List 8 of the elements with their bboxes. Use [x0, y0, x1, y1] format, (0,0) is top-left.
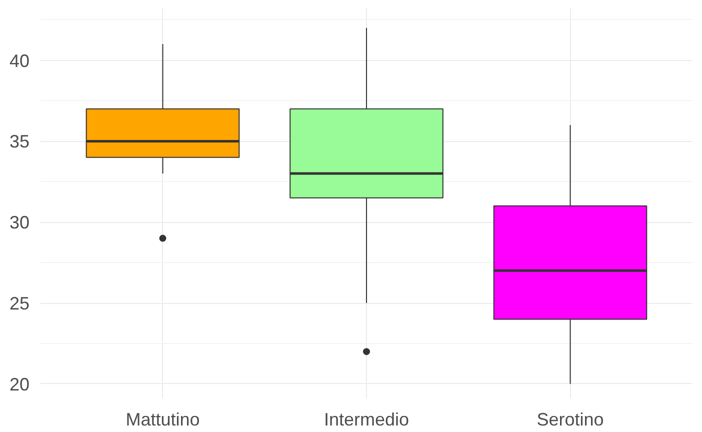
y-tick-label: 40: [9, 50, 30, 71]
y-tick-label: 35: [9, 132, 30, 152]
y-tick-label: 25: [9, 294, 30, 314]
x-tick-label: Intermedio: [324, 410, 410, 430]
y-tick-label: 30: [9, 212, 30, 233]
x-tick-label: Mattutino: [126, 410, 200, 430]
y-tick-label: 20: [9, 374, 30, 394]
x-tick-label: Serotino: [536, 410, 604, 430]
